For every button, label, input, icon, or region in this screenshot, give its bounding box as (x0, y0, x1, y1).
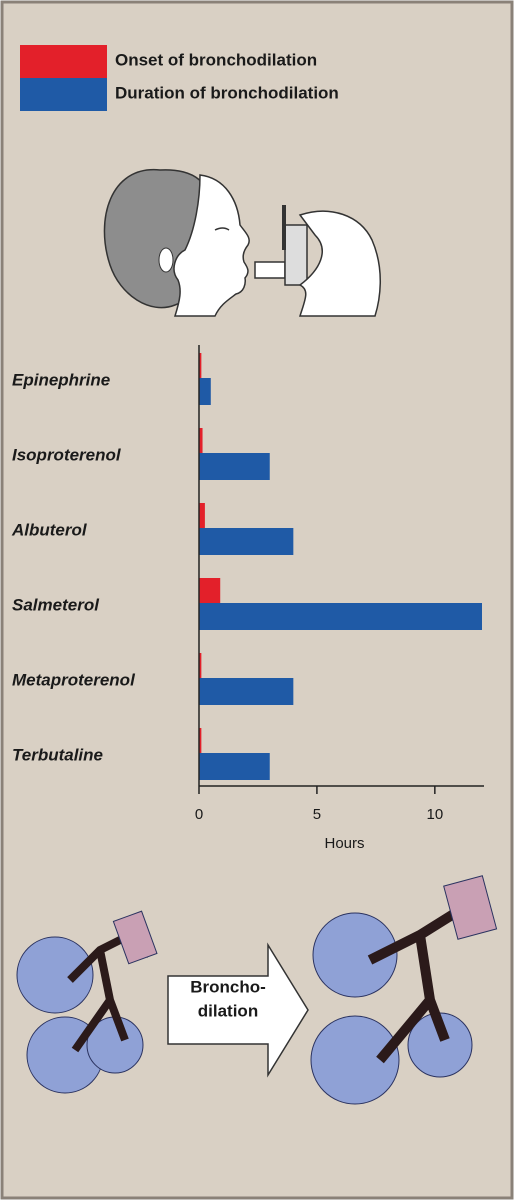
inhaler-illustration (103, 169, 381, 317)
x-tick-label: 5 (313, 806, 321, 823)
arrow-label: dilation (198, 1001, 258, 1020)
bar (199, 503, 205, 528)
bar (199, 753, 270, 780)
legend-label: Onset of bronchodilation (115, 50, 317, 69)
bar (199, 453, 270, 480)
bar (199, 353, 202, 378)
category-label: Isoproterenol (12, 445, 122, 464)
category-label: Terbutaline (12, 745, 103, 764)
x-tick-label: 0 (195, 806, 203, 823)
bar (199, 578, 221, 603)
bar (199, 678, 294, 705)
category-label: Albuterol (11, 520, 88, 539)
category-label: Salmeterol (12, 595, 100, 614)
category-label: Metaproterenol (12, 670, 136, 689)
bar (199, 428, 203, 453)
x-axis-label: Hours (324, 835, 364, 852)
arrow-label: Broncho- (190, 977, 266, 996)
arrow (167, 942, 309, 1078)
legend-swatch (20, 78, 107, 111)
bar (199, 603, 482, 630)
lung-illustration (16, 875, 498, 1105)
legend-swatch (20, 45, 107, 78)
legend-label: Duration of bronchodilation (115, 83, 339, 102)
bar (199, 378, 211, 405)
category-label: Epinephrine (12, 370, 110, 389)
bar (199, 728, 202, 753)
bar (199, 653, 202, 678)
bar (199, 528, 294, 555)
x-tick-label: 10 (426, 806, 443, 823)
